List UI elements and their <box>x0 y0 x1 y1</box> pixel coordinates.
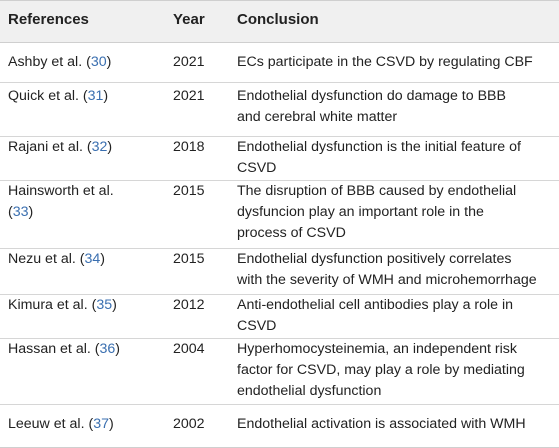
table-row: Hassan et al. (36) 2004 Hyperhomocystein… <box>0 339 559 405</box>
conclusion-line: CSVD <box>237 318 277 334</box>
conclusion-cell: Endothelial activation is associated wit… <box>237 414 555 435</box>
conclusion-cell: Endothelial dysfunction is the initial f… <box>237 137 555 179</box>
table-row: Quick et al. (31) 2021 Endothelial dysfu… <box>0 83 559 137</box>
conclusion-line: process of CSVD <box>237 225 346 241</box>
reference-cell: Hassan et al. (36) <box>8 339 163 360</box>
table-row: Nezu et al. (34) 2015 Endothelial dysfun… <box>0 249 559 295</box>
header-year: Year <box>173 11 205 28</box>
year-cell: 2021 <box>173 88 205 104</box>
paren-text: ) <box>28 204 34 220</box>
author-text: Nezu et al. ( <box>8 251 85 267</box>
reference-link[interactable]: 36 <box>99 341 116 357</box>
year-cell: 2015 <box>173 183 205 199</box>
paren-text: ) <box>103 88 109 104</box>
reference-link[interactable]: 34 <box>84 251 101 267</box>
conclusion-line: ECs participate in the CSVD by regulatin… <box>237 54 533 70</box>
conclusion-line: Endothelial dysfunction do damage to BBB <box>237 88 506 104</box>
conclusion-line: factor for CSVD, may play a role by medi… <box>237 362 525 378</box>
reference-link[interactable]: 35 <box>96 297 113 313</box>
conclusion-line: CSVD <box>237 160 277 176</box>
header-conclusion: Conclusion <box>237 11 319 28</box>
author-text: Hassan et al. ( <box>8 341 100 357</box>
conclusion-line: Endothelial dysfunction positively corre… <box>237 251 512 267</box>
table-row: Hainsworth et al. (33) 2015 The disrupti… <box>0 181 559 249</box>
conclusion-cell: ECs participate in the CSVD by regulatin… <box>237 52 555 73</box>
paren-text: ) <box>106 54 112 70</box>
author-text: Kimura et al. ( <box>8 297 97 313</box>
year-cell: 2018 <box>173 139 205 155</box>
author-text: Leeuw et al. ( <box>8 416 94 432</box>
conclusion-cell: Endothelial dysfunction do damage to BBB… <box>237 86 555 128</box>
conclusion-line: with the severity of WMH and microhemorr… <box>237 272 537 288</box>
paren-text: ) <box>108 416 114 432</box>
conclusion-line: Anti-endothelial cell antibodies play a … <box>237 297 514 313</box>
reference-link[interactable]: 37 <box>93 416 109 432</box>
conclusion-line: and cerebral white matter <box>237 109 398 125</box>
paren-text: ( <box>8 204 13 220</box>
reference-cell: Rajani et al. (32) <box>8 137 163 158</box>
conclusion-cell: Endothelial dysfunction positively corre… <box>237 249 555 291</box>
reference-link[interactable]: 33 <box>12 204 29 220</box>
paren-text: ) <box>115 341 120 357</box>
paren-text: ) <box>107 139 113 155</box>
reference-link[interactable]: 30 <box>90 54 107 70</box>
author-text: Ashby et al. ( <box>8 54 91 70</box>
year-cell: 2002 <box>173 416 205 432</box>
year-cell: 2012 <box>173 297 205 313</box>
year-cell: 2021 <box>173 54 205 70</box>
reference-cell: Kimura et al. (35) <box>8 295 163 316</box>
paren-text: ) <box>100 251 106 267</box>
reference-link[interactable]: 32 <box>91 139 108 155</box>
author-text: Rajani et al. ( <box>8 139 92 155</box>
reference-cell: Leeuw et al. (37) <box>8 414 163 435</box>
author-text: Hainsworth et al. <box>8 183 114 199</box>
conclusion-line: dysfuncion play an important role in the <box>237 204 484 220</box>
reference-link[interactable]: 31 <box>87 88 104 104</box>
conclusion-cell: Anti-endothelial cell antibodies play a … <box>237 295 555 337</box>
conclusion-line: Endothelial dysfunction is the initial f… <box>237 139 521 155</box>
conclusion-line: endothelial dysfunction <box>237 383 382 399</box>
conclusion-line: Endothelial activation is associated wit… <box>237 416 526 432</box>
reference-cell: Nezu et al. (34) <box>8 249 163 270</box>
conclusion-cell: Hyperhomocysteinemia, an independent ris… <box>237 339 555 402</box>
table-row: Leeuw et al. (37) 2002 Endothelial activ… <box>0 405 559 448</box>
conclusion-line: Hyperhomocysteinemia, an independent ris… <box>237 341 517 357</box>
table-row: Ashby et al. (30) 2021 ECs participate i… <box>0 43 559 83</box>
conclusion-cell: The disruption of BBB caused by endothel… <box>237 181 555 244</box>
table-row: Kimura et al. (35) 2012 Anti-endothelial… <box>0 295 559 339</box>
reference-cell: Hainsworth et al. (33) <box>8 181 163 223</box>
reference-cell: Ashby et al. (30) <box>8 52 163 73</box>
conclusion-line: The disruption of BBB caused by endothel… <box>237 183 517 199</box>
table-header: References Year Conclusion <box>0 0 559 43</box>
paren-text: ) <box>112 297 117 313</box>
reference-cell: Quick et al. (31) <box>8 86 163 107</box>
year-cell: 2004 <box>173 341 205 357</box>
year-cell: 2015 <box>173 251 205 267</box>
author-text: Quick et al. ( <box>8 88 88 104</box>
header-references: References <box>8 11 89 28</box>
table-row: Rajani et al. (32) 2018 Endothelial dysf… <box>0 137 559 181</box>
